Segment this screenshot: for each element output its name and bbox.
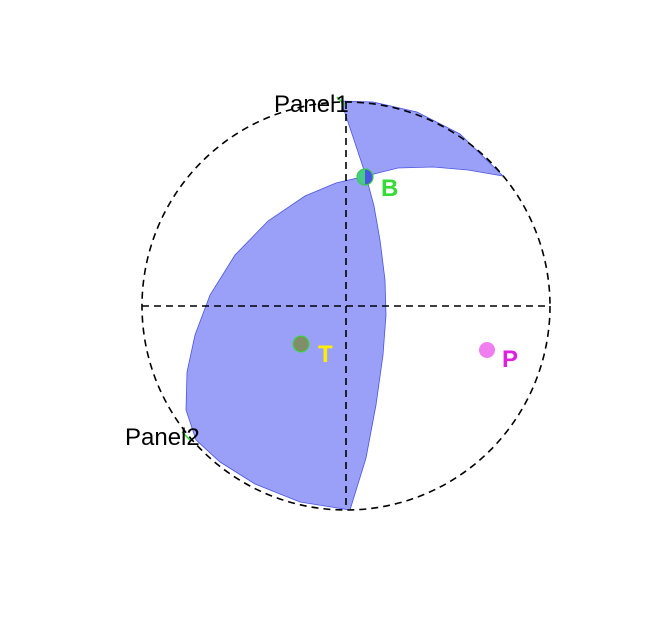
panel1-marker	[336, 96, 346, 106]
t-axis-marker	[292, 335, 310, 353]
compression-quadrant-lower	[185, 175, 387, 511]
p-axis-label: P	[502, 346, 518, 373]
panel2-marker	[181, 431, 191, 441]
b-axis-label: B	[381, 175, 398, 202]
panel1-label: Panel1	[274, 91, 349, 118]
t-axis-label: T	[318, 341, 333, 368]
b-axis-marker	[356, 168, 374, 186]
panel2-label: Panel2	[125, 424, 200, 451]
compression-quadrant-upper	[340, 100, 505, 177]
p-axis-marker	[479, 342, 495, 358]
